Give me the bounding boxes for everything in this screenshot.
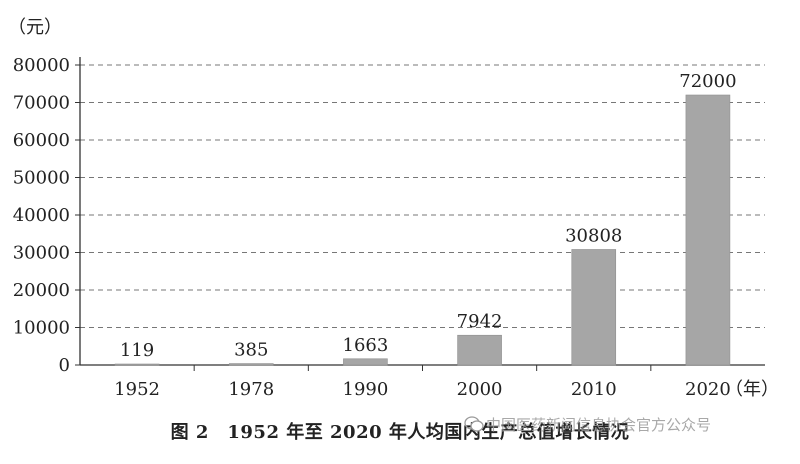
y-tick-label: 70000 — [13, 93, 70, 114]
x-tick-label: 2000 — [457, 379, 503, 400]
y-tick-label: 50000 — [13, 168, 70, 189]
y-tick-label: 80000 — [13, 55, 70, 76]
bar — [228, 363, 274, 366]
data-label: 119 — [120, 340, 154, 361]
y-tick-label: 60000 — [13, 130, 70, 151]
x-tick-label: 1978 — [228, 379, 274, 400]
y-tick-label: 20000 — [13, 280, 70, 301]
y-axis-unit: （元） — [8, 17, 62, 38]
data-label: 385 — [234, 340, 268, 361]
y-tick-label: 40000 — [13, 205, 70, 226]
x-tick-label: 2010 — [571, 379, 617, 400]
watermark-text: 中国医药新闻信息协会官方公众号 — [486, 416, 712, 434]
figure-caption: 图 2 1952 年至 2020 年人均国内生产总值增长情况 — [170, 422, 630, 443]
y-tick-label: 0 — [59, 355, 70, 376]
x-tick-label: 1952 — [114, 379, 160, 400]
y-tick-label: 10000 — [13, 318, 70, 339]
bar — [114, 363, 160, 366]
data-label: 7942 — [457, 311, 503, 332]
y-tick-label: 30000 — [13, 243, 70, 264]
bar-chart: 0 10000 20000 30000 40000 50000 60000 70000 8000… — [8, 17, 779, 400]
wechat-icon — [464, 416, 484, 432]
bar — [571, 249, 617, 366]
x-tick-label: 1990 — [343, 379, 389, 400]
x-axis-unit: （年） — [725, 379, 779, 400]
data-label: 1663 — [343, 335, 389, 356]
bar — [685, 94, 731, 366]
x-tick-label: 2020 — [685, 379, 731, 400]
data-label: 30808 — [565, 225, 622, 246]
bar — [457, 334, 502, 366]
data-label: 72000 — [679, 71, 736, 92]
bar — [343, 358, 388, 366]
